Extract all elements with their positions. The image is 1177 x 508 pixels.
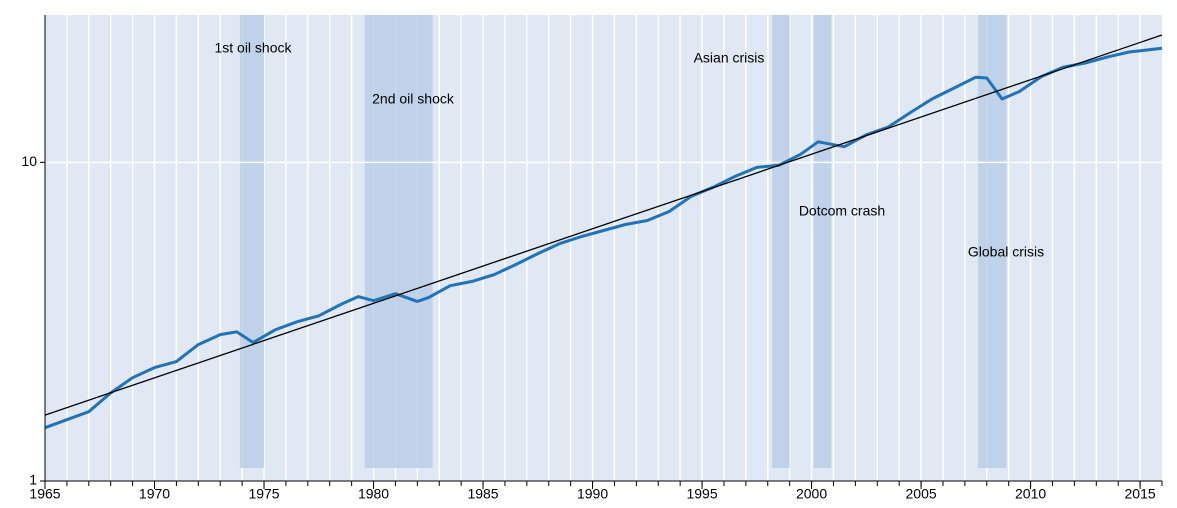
period-band: [978, 15, 1007, 468]
x-tick-label: 2010: [1015, 486, 1046, 502]
plot-background: [45, 15, 1162, 481]
x-tick-label: 1995: [686, 486, 717, 502]
x-tick-label: 1970: [139, 486, 170, 502]
x-tick-label: 1965: [29, 486, 60, 502]
x-tick-label: 2015: [1125, 486, 1156, 502]
x-tick-label: 1980: [358, 486, 389, 502]
period-label: 2nd oil shock: [372, 91, 455, 107]
period-label: Asian crisis: [694, 50, 765, 66]
x-tick-label: 2005: [906, 486, 937, 502]
x-tick-label: 2000: [796, 486, 827, 502]
x-tick-label: 1990: [577, 486, 608, 502]
line-series: [44, 46, 1163, 430]
y-tick-label: 10: [21, 153, 37, 169]
y-tick-label: 1: [29, 472, 37, 488]
x-tick-label: 1975: [248, 486, 279, 502]
line-series: [44, 34, 1163, 416]
period-band: [772, 15, 790, 468]
period-label: 1st oil shock: [214, 40, 292, 56]
period-band: [364, 15, 433, 468]
period-label: Dotcom crash: [799, 203, 885, 219]
period-band: [813, 15, 832, 468]
period-label: Global crisis: [968, 244, 1044, 260]
period-band: [239, 15, 265, 468]
x-tick-label: 1985: [467, 486, 498, 502]
